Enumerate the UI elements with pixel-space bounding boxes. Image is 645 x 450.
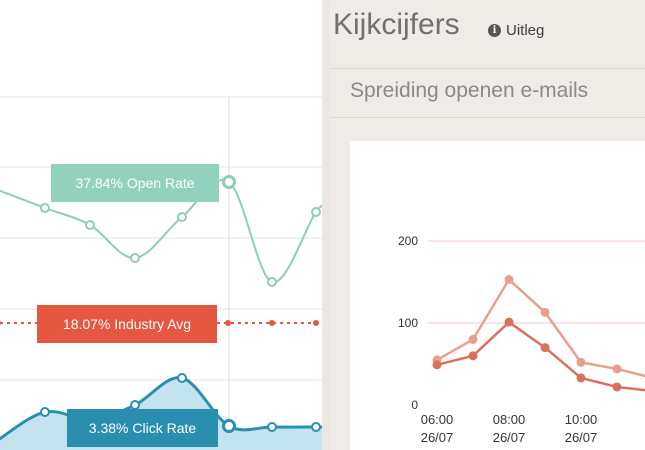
industry-avg-marker [0,320,1,326]
info-circle-icon: i [488,24,501,37]
x-tick-time: 06:00 [421,412,454,427]
y-tick-label: 100 [398,316,418,330]
x-tick-time: 10:00 [565,412,598,427]
series-point [576,373,586,383]
click-rate-marker [267,422,277,432]
open-rate-marker [130,253,140,263]
x-tick-date: 26/07 [421,430,454,445]
series-point [504,317,514,327]
open-distribution-svg: 200 100 006:00 26/07 08:00 26/07 10:00 26/07 [398,234,645,445]
explanation-link[interactable]: i Uitleg [488,22,544,39]
click-rate-marker [40,407,50,417]
statistics-panel: Kijkcijfers i Uitleg Spreiding openen e-… [330,0,645,450]
card-title: Spreiding openen e-mails [350,79,589,102]
industry-avg-marker [269,320,275,326]
series-line-1 [436,278,645,378]
click-rate-marker [311,422,321,432]
series-point [504,275,514,285]
x-tick-date: 26/07 [565,430,598,445]
industry-avg-callout: 18.07% Industry Avg [37,305,217,343]
industry-avg-marker [313,320,319,326]
card-title-divider [330,117,645,118]
engagement-chart [0,96,322,450]
click-rate-marker [130,400,140,410]
series-point [468,351,478,361]
email-open-distribution-card: Spreiding openen e-mails 200 100 0 06:00 26/… [330,69,645,450]
click-rate-callout: 3.38% Click Rate [67,409,218,447]
series-point [576,357,586,367]
open-rate-line [0,178,322,284]
engagement-chart-panel: 37.84% Open Rate 18.07% Industry Avg 3.3… [0,0,322,450]
click-rate-marker [222,419,236,433]
x-tick-date: 26/07 [493,430,526,445]
series-point [612,382,622,392]
series-point [612,364,622,374]
y-tick-label: 0 [411,398,418,412]
y-tick-label: 200 [398,234,418,248]
open-rate-callout: 37.84% Open Rate [51,164,219,202]
chart-point-markers [0,175,321,433]
series-point [540,307,550,317]
open-distribution-chart: 200 100 0 06:00 26/07 08:00 26/07 10:00 26/07 [350,141,645,450]
explanation-link-label: Uitleg [506,22,545,39]
open-rate-marker [267,277,277,287]
series-point [432,360,442,370]
panel-divider [322,0,330,450]
open-rate-marker [85,220,95,230]
header-divider [330,68,645,69]
click-rate-marker [177,373,187,383]
series-point [468,334,478,344]
industry-avg-marker [225,320,231,326]
open-rate-marker [177,212,187,222]
x-tick-time: 08:00 [493,412,526,427]
open-rate-marker [311,207,321,217]
series-point [540,343,550,353]
open-rate-marker [222,175,236,189]
page-title: Kijkcijfers [333,8,460,41]
open-rate-marker [40,203,50,213]
series-line-2 [436,320,645,392]
